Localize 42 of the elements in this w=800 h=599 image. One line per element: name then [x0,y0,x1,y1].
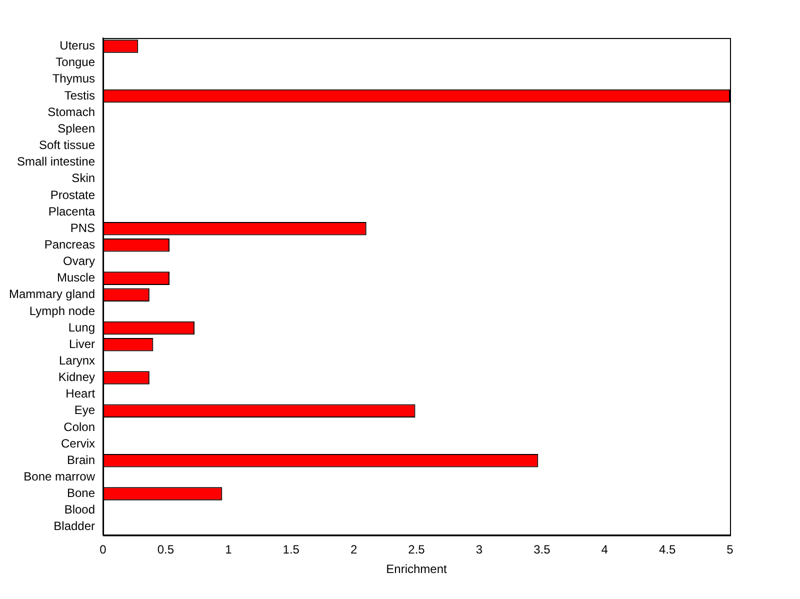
x-tick-label: 3 [476,542,483,557]
y-tick-label: Lymph node [29,304,96,318]
x-tick-label: 4.5 [658,542,676,557]
y-tick-label: Larynx [58,353,96,368]
y-tick-label: Mammary gland [8,287,96,302]
x-tick-label: 4 [601,542,608,557]
y-tick-label: Ovary [63,254,96,268]
x-tick-label: 2 [350,542,358,557]
y-tick-label: Eye [74,403,96,418]
y-tick-label: PNS [70,220,96,235]
y-tick-label: Lung [68,320,96,334]
y-tick-label: Bone marrow [24,470,96,484]
y-tick-label: Bone [66,486,96,500]
x-tick-label: 1 [225,542,232,557]
x-tick-label: 3.5 [534,542,551,557]
y-tick-label: Thymus [52,72,96,86]
x-tick-label: 0 [100,542,107,557]
y-tick-label: Heart [66,386,96,401]
y-tick-label: Stomach [48,104,96,119]
y-tick-label: Pancreas [44,237,96,252]
y-tick-label: Colon [64,420,96,434]
x-tick-label: 2.5 [408,542,426,557]
x-tick-label: 5 [726,542,734,557]
y-tick-label: Brain [67,452,96,467]
y-tick-label: Bladder [54,519,96,534]
y-tick-label: Muscle [57,270,96,285]
x-tick-label: 0.5 [157,542,174,557]
y-tick-label: Tongue [56,55,96,70]
x-axis-title: Enrichment [386,562,448,576]
y-tick-label: Small intestine [16,154,96,169]
y-tick-label: Cervix [61,436,96,450]
x-tick-label: 1.5 [282,542,300,557]
y-tick-label: Testis [64,88,96,102]
y-tick-label: Placenta [48,204,96,218]
y-tick-label: Liver [69,336,96,351]
y-tick-label: Soft tissue [38,138,96,152]
y-tick-label: Prostate [50,188,96,202]
y-tick-label: Kidney [58,370,96,384]
y-tick-label: Uterus [60,38,96,53]
y-tick-label: Blood [64,502,96,517]
y-tick-label: Skin [72,171,96,186]
y-tick-label: Spleen [58,121,96,136]
